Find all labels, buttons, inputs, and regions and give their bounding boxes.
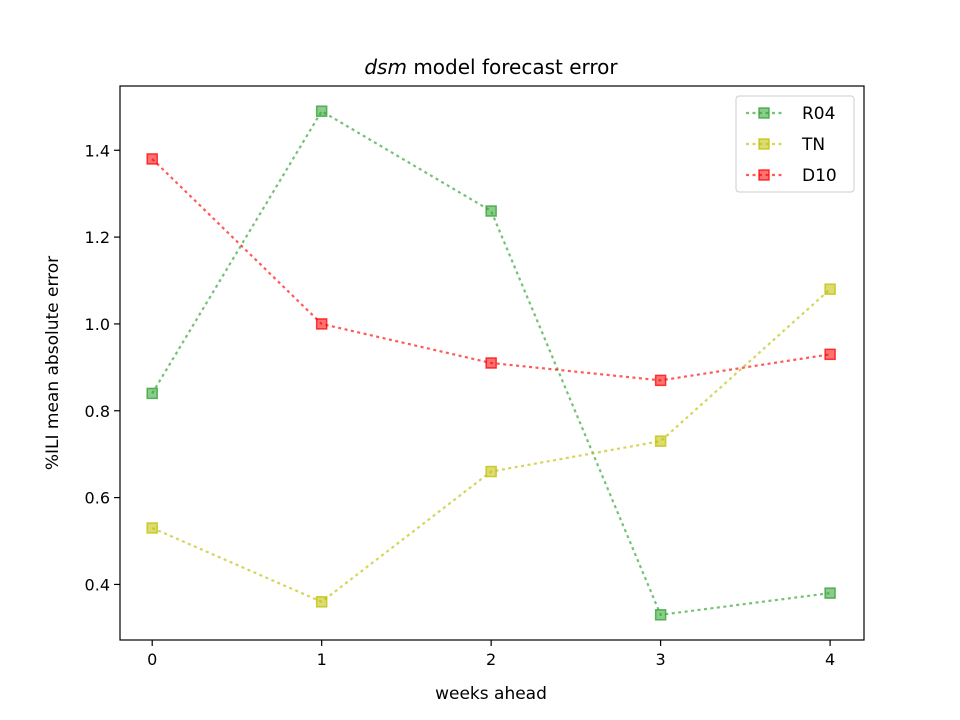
data-point-d10 — [315, 318, 328, 330]
chart-title-emphasis: dsm — [364, 55, 407, 79]
legend-label-d10: D10 — [802, 166, 837, 186]
y-tick-label: 1.2 — [85, 228, 110, 247]
legend-marker-d10 — [758, 169, 770, 181]
plot-frame — [119, 85, 865, 641]
x-axis-ticks: 0 1 2 3 4 — [147, 640, 835, 669]
series-layer — [146, 105, 836, 621]
chart-title: dsm model forecast error — [364, 55, 618, 79]
data-point-r04 — [485, 205, 497, 217]
x-tick-label: 2 — [486, 650, 496, 669]
legend-label-tn: TN — [801, 135, 825, 155]
y-tick-label: 1.4 — [85, 141, 110, 160]
series-line-tn — [151, 288, 831, 604]
data-point-tn — [146, 522, 158, 534]
data-point-r04 — [654, 609, 667, 621]
data-point-tn — [654, 435, 667, 447]
legend-marker-tn — [758, 138, 770, 150]
data-point-d10 — [146, 153, 158, 165]
data-point-d10 — [654, 374, 667, 387]
data-point-d10 — [485, 357, 497, 369]
y-tick-label: 0.4 — [85, 575, 110, 594]
data-point-tn — [485, 465, 497, 478]
y-axis-ticks: 0.4 0.6 0.8 1.0 1.2 1.4 — [85, 141, 120, 594]
x-axis-label: weeks ahead — [435, 684, 547, 704]
data-point-r04 — [315, 105, 328, 117]
x-tick-label: 4 — [825, 650, 835, 669]
data-point-r04 — [824, 587, 836, 599]
data-point-tn — [824, 283, 836, 295]
legend-label-r04: R04 — [802, 104, 835, 124]
y-axis-label: %ILI mean absolute error — [43, 256, 63, 470]
legend: R04 TN D10 — [735, 95, 855, 193]
legend-frame — [735, 95, 855, 193]
legend-marker-r04 — [758, 107, 770, 119]
series-line-r04 — [151, 109, 831, 617]
data-point-d10 — [824, 348, 836, 361]
x-tick-label: 0 — [147, 650, 157, 669]
data-point-tn — [315, 596, 328, 608]
y-tick-label: 1.0 — [85, 315, 110, 334]
x-tick-label: 3 — [656, 650, 666, 669]
y-tick-label: 0.6 — [85, 489, 110, 508]
x-tick-label: 1 — [317, 650, 327, 669]
y-tick-label: 0.8 — [85, 402, 110, 421]
data-point-r04 — [146, 387, 158, 400]
series-line-d10 — [151, 158, 831, 382]
chart-title-rest: model forecast error — [407, 55, 618, 79]
